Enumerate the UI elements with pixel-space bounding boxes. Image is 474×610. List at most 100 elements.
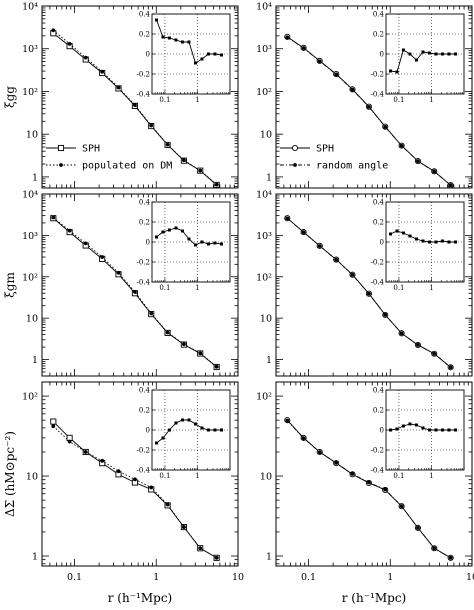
- data-point: [116, 85, 121, 90]
- inset-point: [388, 428, 392, 432]
- inset-y-tick-label: 0: [146, 51, 150, 59]
- data-point: [301, 230, 306, 235]
- inset-point: [187, 237, 191, 241]
- series-line-1: [53, 29, 217, 185]
- inset-point: [447, 52, 451, 56]
- inset-point: [200, 240, 204, 244]
- inset-point: [408, 422, 412, 426]
- inset-point: [414, 237, 418, 241]
- inset-point: [174, 421, 178, 425]
- inset-x-tick-label: 0.1: [393, 284, 404, 292]
- y-tick-label: 10: [260, 472, 272, 483]
- data-point: [67, 439, 72, 444]
- inset-x-tick-label: 0.1: [393, 472, 404, 480]
- x-tick-label: 1: [387, 572, 393, 583]
- series-line-1: [52, 425, 217, 559]
- legend-marker: [57, 144, 65, 152]
- inset-point: [161, 436, 165, 440]
- data-point: [301, 436, 306, 441]
- inset-point: [427, 428, 431, 432]
- inset-y-tick-label: 0: [146, 427, 150, 435]
- data-point: [399, 143, 404, 148]
- inset-y-tick-label: 0: [380, 427, 384, 435]
- data-point: [432, 169, 437, 174]
- data-point: [416, 343, 420, 347]
- inset-point: [154, 441, 158, 445]
- data-point: [214, 555, 219, 560]
- y-tick-label: 10²: [256, 87, 272, 98]
- inset-y-tick-label: 0: [380, 51, 384, 59]
- panel-frame: [41, 5, 239, 189]
- data-point: [334, 461, 339, 465]
- x-tick-label: 0.1: [67, 572, 82, 583]
- inset-point: [434, 52, 438, 56]
- inset-point: [447, 428, 451, 432]
- inset-x-tick-label: 0.1: [159, 284, 170, 292]
- inset-point: [408, 52, 412, 56]
- inset-point: [154, 235, 158, 239]
- inset-point: [388, 232, 392, 236]
- inset-point: [421, 50, 425, 54]
- data-point: [165, 330, 170, 335]
- inset-y-tick-label: -0.4: [137, 279, 151, 287]
- data-point: [214, 364, 219, 369]
- inset-point: [187, 40, 191, 44]
- data-point: [133, 103, 137, 107]
- inset-point: [180, 418, 184, 422]
- panel-r1-c1: 1 10 10² 10³ 10⁴ -0.4 -0.2 0 0.2 0.4 0.1 1: [256, 190, 473, 377]
- inset-y-tick-label: -0.2: [371, 259, 385, 267]
- y-tick-label: 10²: [256, 272, 272, 283]
- data-point: [116, 270, 121, 275]
- legend-label: SPH: [316, 144, 334, 155]
- inset-x-tick-label: 0.1: [159, 472, 170, 480]
- inset-point: [180, 229, 184, 233]
- inset-point: [193, 422, 197, 426]
- data-point: [149, 485, 154, 490]
- inset-point: [174, 226, 178, 230]
- panel-frame: [275, 5, 473, 189]
- inset-y-tick-label: -0.2: [137, 71, 151, 79]
- inset-point: [206, 52, 210, 56]
- panel-frame: [41, 193, 239, 377]
- series-line-1: [53, 217, 217, 368]
- inset-point: [193, 243, 197, 247]
- data-point: [182, 525, 186, 529]
- data-point: [367, 104, 371, 109]
- data-point: [383, 487, 388, 492]
- y-tick-label: 1: [266, 172, 272, 183]
- inset-point: [454, 52, 458, 56]
- data-point: [100, 69, 105, 74]
- y-tick-label: 1: [266, 355, 272, 366]
- inset-point: [454, 428, 458, 432]
- data-point: [100, 255, 105, 259]
- legend-marker: [293, 163, 297, 167]
- inset-point: [401, 48, 405, 52]
- data-point: [83, 241, 88, 246]
- y-tick-label: 10²: [22, 87, 38, 98]
- inset-point: [220, 428, 224, 432]
- inset-point: [187, 418, 191, 422]
- data-point: [67, 41, 72, 46]
- panel-r1-c0: 1 10 10² 10³ 10⁴ -0.4 -0.2 0 0.2 0.4 0.1 1: [22, 190, 239, 377]
- inset-point: [401, 424, 405, 428]
- inset-point: [395, 229, 399, 233]
- inset-x-tick-label: 1: [195, 472, 199, 480]
- inset-point: [395, 70, 399, 74]
- x-axis-label-col0: r (h⁻¹Mpc): [108, 591, 172, 605]
- inset-y-tick-label: -0.4: [137, 91, 151, 99]
- inset-y-tick-label: -0.2: [371, 71, 385, 79]
- inset-point: [213, 241, 217, 245]
- data-point: [83, 55, 88, 60]
- data-point: [67, 228, 72, 233]
- y-tick-label: 1: [32, 172, 38, 183]
- inset-point: [213, 52, 217, 56]
- data-point: [285, 418, 290, 423]
- x-tick-label: 10: [232, 572, 244, 583]
- y-tick-label: 10: [26, 130, 38, 141]
- legend-marker: [291, 144, 299, 152]
- inset-x-tick-label: 1: [429, 472, 433, 480]
- data-point: [367, 291, 371, 296]
- data-point: [432, 351, 437, 356]
- inset-point: [180, 40, 184, 44]
- y-axis-label-row0: ξgg: [3, 86, 17, 108]
